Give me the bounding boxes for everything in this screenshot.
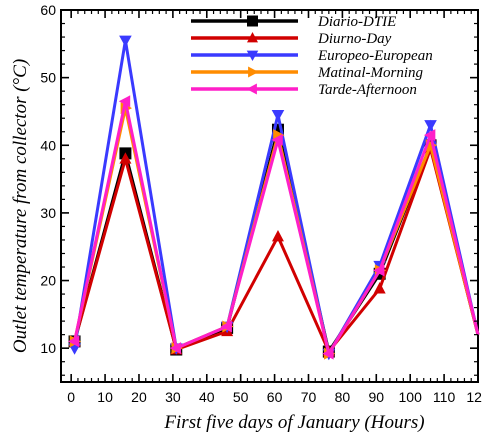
x-tick-label: 40 bbox=[199, 389, 215, 405]
legend-label: Diurno-Day bbox=[317, 31, 392, 47]
data-point bbox=[169, 342, 182, 355]
data-point bbox=[271, 133, 283, 146]
legend-label: Matinal-Morning bbox=[317, 65, 423, 81]
data-point bbox=[424, 120, 437, 132]
x-tick-label: 80 bbox=[335, 389, 351, 405]
legend-marker bbox=[246, 83, 257, 95]
x-tick-label: 30 bbox=[165, 389, 181, 405]
plot-area bbox=[60, 9, 479, 383]
data-point bbox=[373, 282, 386, 294]
legend-entry: Tarde-Afternoon bbox=[191, 82, 417, 98]
plot-frame bbox=[60, 9, 479, 383]
data-point bbox=[271, 110, 285, 122]
legend-marker bbox=[246, 50, 259, 62]
legend-entry: Diurno-Day bbox=[191, 31, 392, 47]
legend: Diario-DTIEDiurno-DayEuropeo-EuropeanMat… bbox=[191, 14, 433, 98]
legend-marker bbox=[248, 66, 259, 78]
legend-entry: Europeo-European bbox=[191, 48, 433, 64]
x-tick-label: 0 bbox=[67, 389, 75, 405]
legend-entry: Matinal-Morning bbox=[191, 65, 423, 81]
y-tick-label: 50 bbox=[40, 70, 56, 86]
x-tick-label: 120 bbox=[466, 389, 482, 405]
data-point bbox=[220, 320, 232, 333]
data-point bbox=[271, 229, 284, 242]
x-tick-label: 90 bbox=[369, 389, 385, 405]
data-point bbox=[67, 335, 80, 348]
series-4 bbox=[67, 95, 480, 360]
data-point bbox=[119, 35, 132, 48]
data-point bbox=[118, 95, 131, 108]
series-group bbox=[67, 35, 480, 361]
x-tick-label: 10 bbox=[97, 389, 113, 405]
data-point bbox=[119, 152, 132, 164]
legend-entry: Diario-DTIE bbox=[191, 14, 396, 30]
x-tick-label: 70 bbox=[301, 389, 317, 405]
data-point bbox=[322, 347, 334, 360]
x-tick-label: 20 bbox=[131, 389, 147, 405]
y-tick-label: 60 bbox=[40, 2, 56, 18]
legend-label: Europeo-European bbox=[317, 48, 433, 64]
x-tick-label: 110 bbox=[433, 389, 456, 405]
y-axis-title: Outlet temperature from collector (°C) bbox=[10, 59, 31, 353]
data-point bbox=[423, 129, 436, 142]
legend-marker bbox=[247, 31, 258, 43]
data-point bbox=[373, 264, 385, 277]
y-tick-label: 20 bbox=[40, 273, 56, 289]
y-tick-label: 40 bbox=[40, 137, 56, 153]
axes: 0 10 20 30 40 50 60 70 80 90 100 110 120 10 20 30 40 50 60 bbox=[40, 2, 482, 405]
x-axis-title: First five days of January (Hours) bbox=[163, 412, 424, 433]
x-tick-label: 50 bbox=[233, 389, 249, 405]
legend-label: Tarde-Afternoon bbox=[318, 82, 417, 98]
y-tick-label: 10 bbox=[40, 340, 56, 356]
x-tick-label: 100 bbox=[399, 389, 423, 405]
x-tick-label: 60 bbox=[267, 389, 283, 405]
legend-label: Diario-DTIE bbox=[317, 14, 396, 30]
legend-marker bbox=[247, 15, 258, 27]
y-tick-label: 30 bbox=[40, 205, 56, 221]
